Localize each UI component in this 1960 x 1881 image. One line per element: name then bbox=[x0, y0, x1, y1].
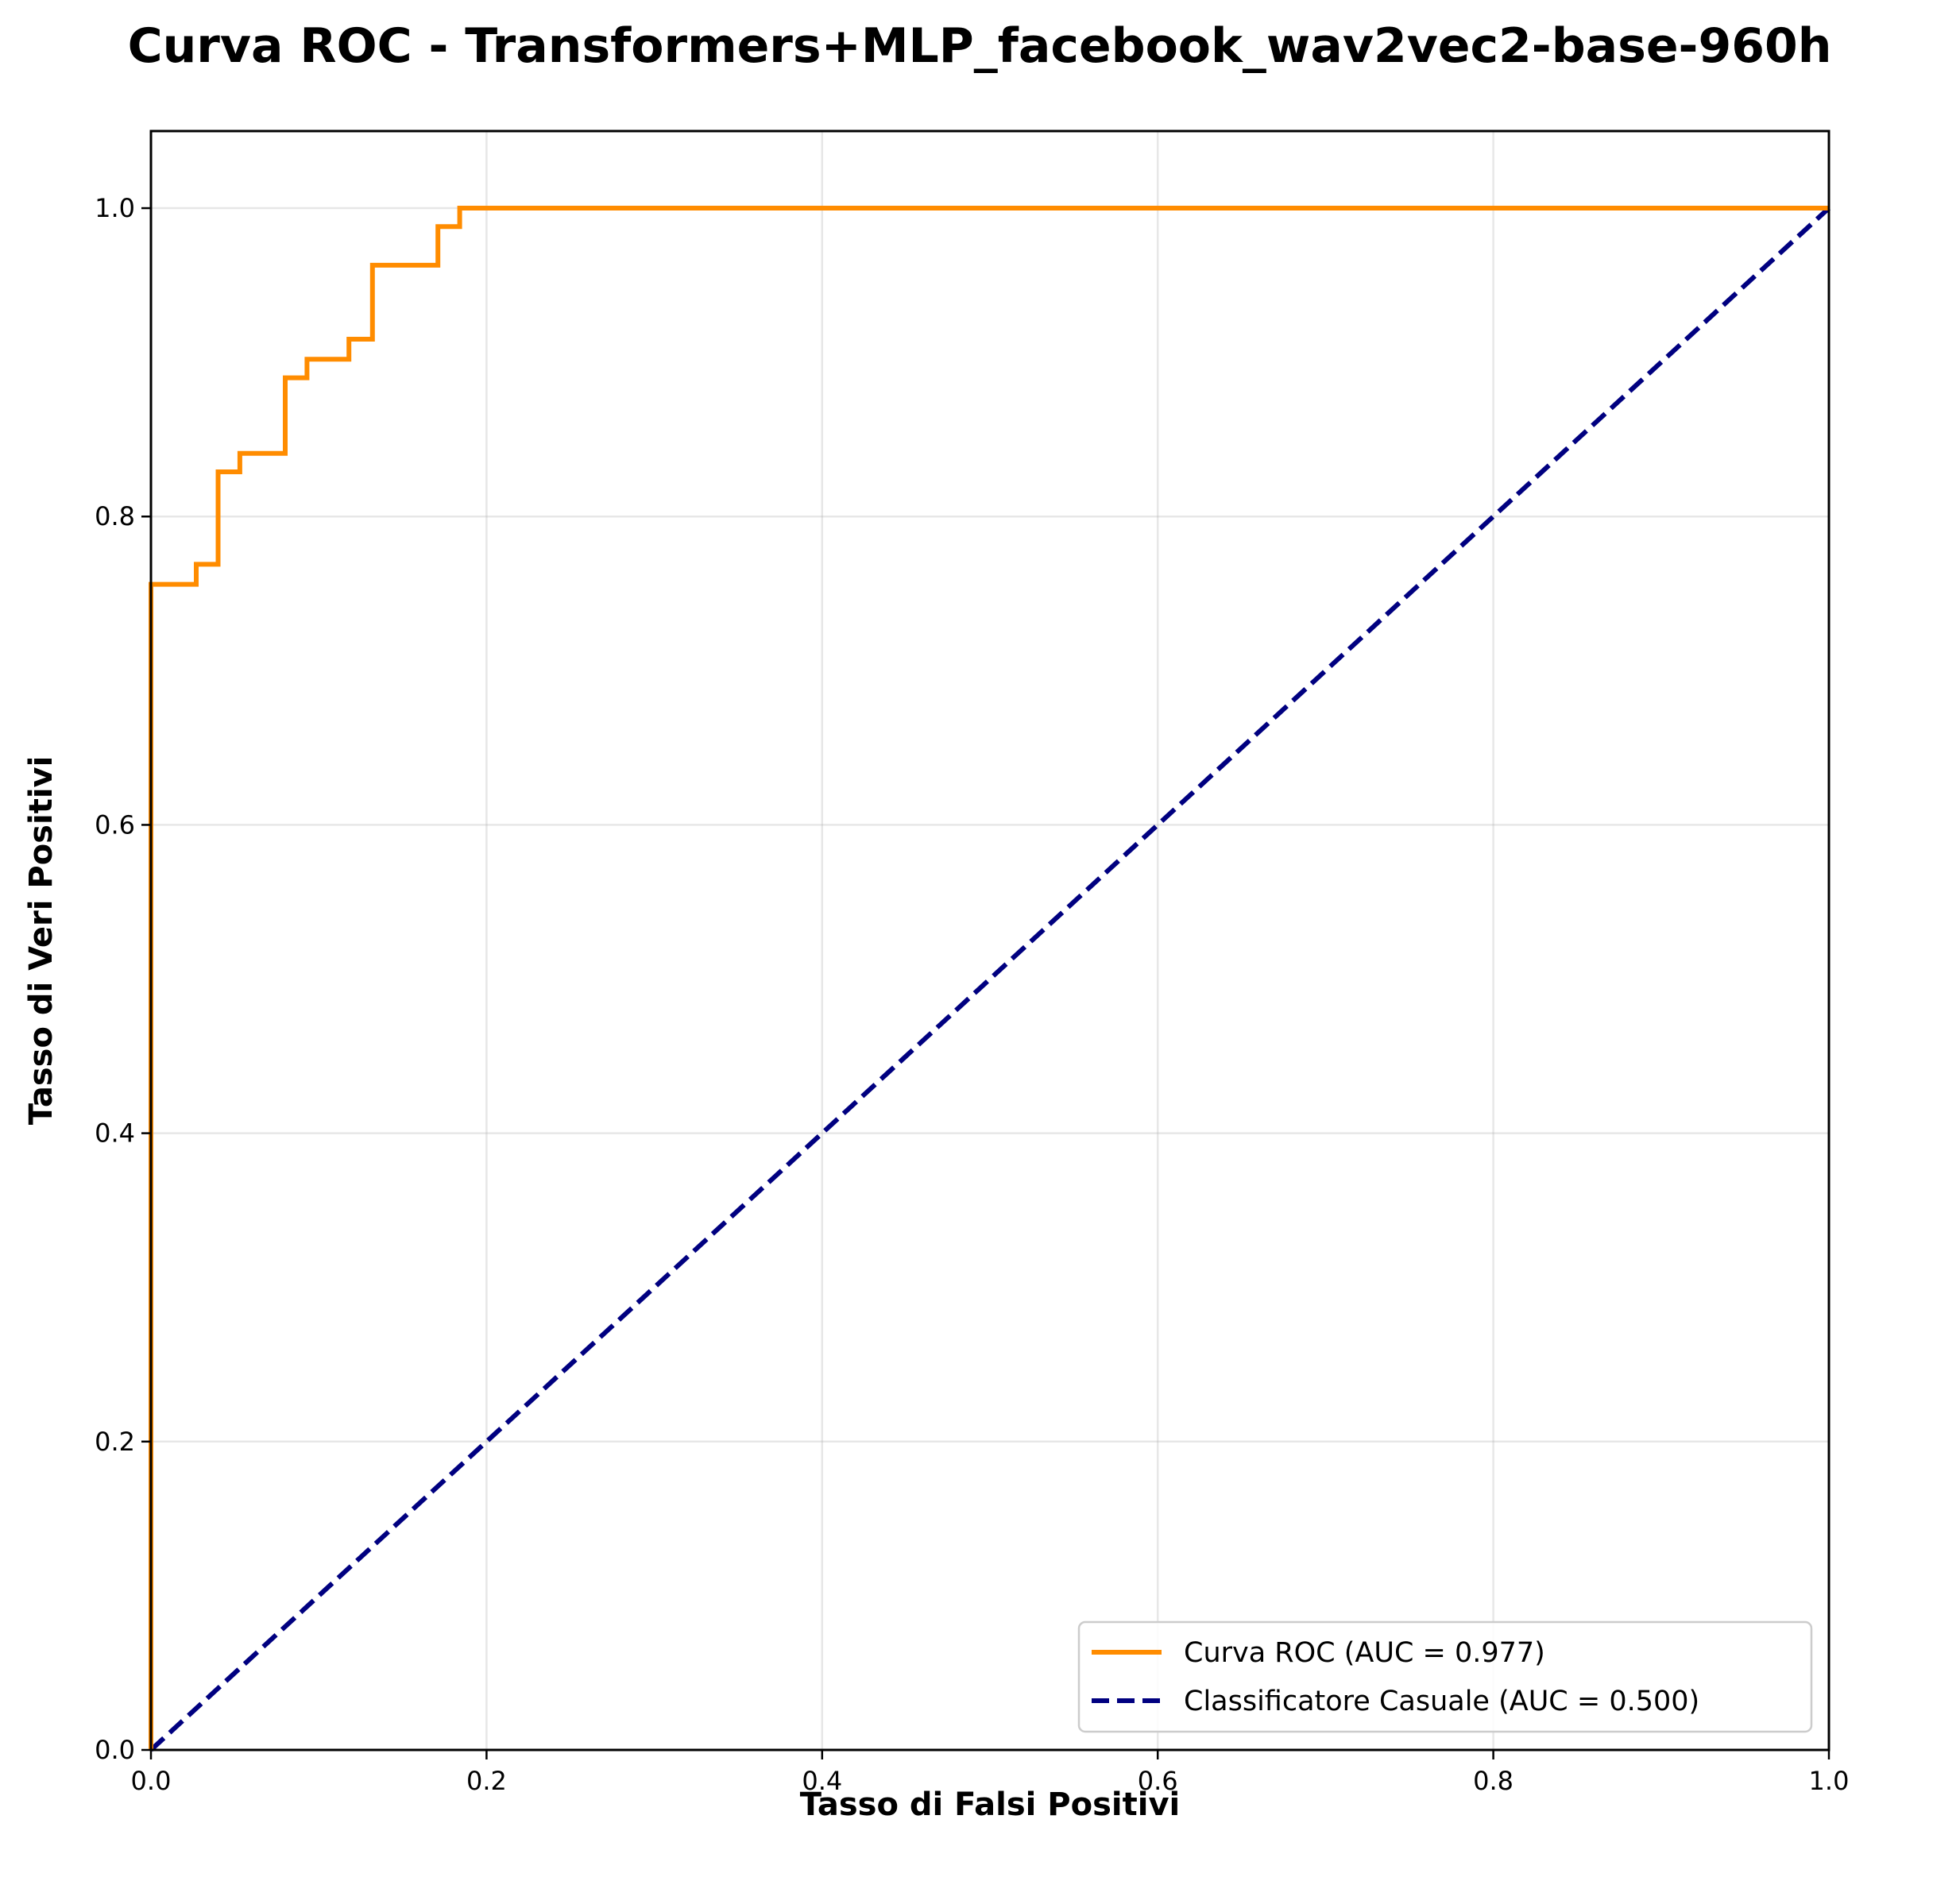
axes-frame bbox=[149, 129, 1830, 1752]
x-tick-label: 0.6 bbox=[1138, 1766, 1178, 1796]
legend-label-random: Classificatore Casuale (AUC = 0.500) bbox=[1184, 1686, 1699, 1717]
y-tick-label: 0.6 bbox=[95, 809, 135, 840]
axis-ticks: 0.0 0.2 0.4 0.6 0.8 1.0 0.0 0.2 0.4 0.6 0.8 1.0 bbox=[95, 193, 1849, 1796]
legend-label-roc: Curva ROC (AUC = 0.977) bbox=[1184, 1637, 1545, 1669]
roc-curve-line bbox=[149, 206, 1829, 1750]
x-tick-label: 0.0 bbox=[131, 1766, 172, 1796]
y-tick-label: 0.0 bbox=[95, 1735, 135, 1765]
y-tick-label: 0.8 bbox=[95, 501, 135, 531]
x-tick-label: 1.0 bbox=[1809, 1766, 1850, 1796]
legend-box bbox=[1077, 1620, 1813, 1733]
x-tick-label: 0.2 bbox=[466, 1766, 507, 1796]
plot-series bbox=[149, 206, 1831, 1752]
y-tick-label: 0.4 bbox=[95, 1118, 135, 1149]
y-tick-label: 1.0 bbox=[95, 193, 135, 223]
y-tick-label: 0.2 bbox=[95, 1427, 135, 1457]
legend: Curva ROC (AUC = 0.977) Classificatore C… bbox=[1077, 1620, 1813, 1733]
y-axis-label: Tasso di Veri Positivi bbox=[23, 756, 60, 1126]
x-tick-label: 0.8 bbox=[1473, 1766, 1513, 1796]
x-tick-label: 0.4 bbox=[802, 1766, 842, 1796]
chart-title: Curva ROC - Transformers+MLP_facebook_wa… bbox=[128, 18, 1832, 74]
x-axis-label: Tasso di Falsi Positivi bbox=[800, 1786, 1180, 1823]
